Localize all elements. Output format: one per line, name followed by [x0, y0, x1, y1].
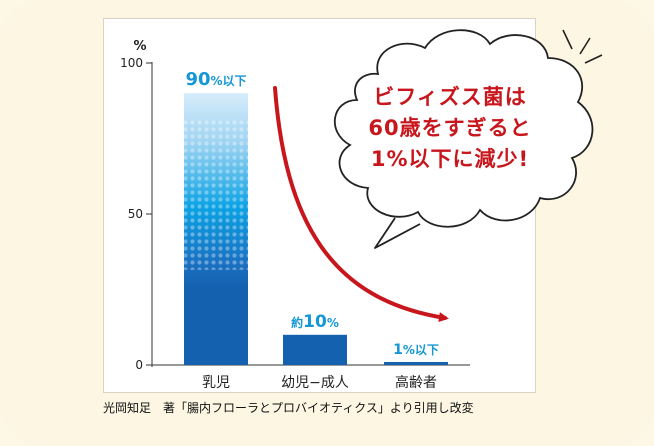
- emphasis-line-3: [584, 54, 603, 64]
- emphasis-line-1: [562, 29, 573, 50]
- category-label: 幼児−成人: [281, 375, 349, 391]
- value-suffix: %以下: [211, 74, 247, 88]
- bar-value-label: 約10%: [291, 312, 339, 332]
- y-axis-unit: %: [133, 39, 146, 54]
- category-label: 高齢者: [395, 374, 437, 391]
- value-number: 10: [303, 312, 327, 332]
- category-labels: 乳児 幼児−成人 高齢者: [202, 374, 437, 391]
- value-suffix: %: [327, 316, 339, 330]
- value-prefix: 約: [291, 315, 303, 330]
- bar-value-label: 1%以下: [393, 342, 439, 358]
- emphasis-line-2: [579, 37, 591, 55]
- source-note: 光岡知足 著「腸内フローラとプロバイオティクス」より引用し改変: [103, 401, 474, 415]
- decrease-arrow: [273, 86, 449, 323]
- bar-2: [384, 361, 448, 365]
- callout-line-1: ビフィズス菌は: [373, 85, 527, 109]
- callout-text: ビフィズス菌は 60歳をすぎると 1%以下に減少!: [355, 82, 545, 175]
- bars: [184, 93, 448, 365]
- bar-value-label: 90%以下: [185, 69, 246, 90]
- bar-0-dot-texture: [184, 120, 248, 270]
- speech-bubble: [333, 29, 603, 249]
- y-tick-label: 0: [135, 358, 143, 372]
- y-tick-label: 100: [120, 56, 143, 70]
- value-number: 1: [393, 342, 403, 358]
- value-suffix: %以下: [403, 343, 439, 357]
- y-ticks: 0 50 100: [120, 56, 152, 372]
- bar-1: [283, 334, 347, 365]
- callout-line-2: 60歳をすぎると: [368, 116, 532, 140]
- callout-line-3: 1%以下に減少!: [370, 147, 530, 171]
- y-tick-label: 50: [128, 207, 143, 221]
- value-number: 90: [185, 69, 210, 90]
- category-label: 乳児: [202, 375, 230, 391]
